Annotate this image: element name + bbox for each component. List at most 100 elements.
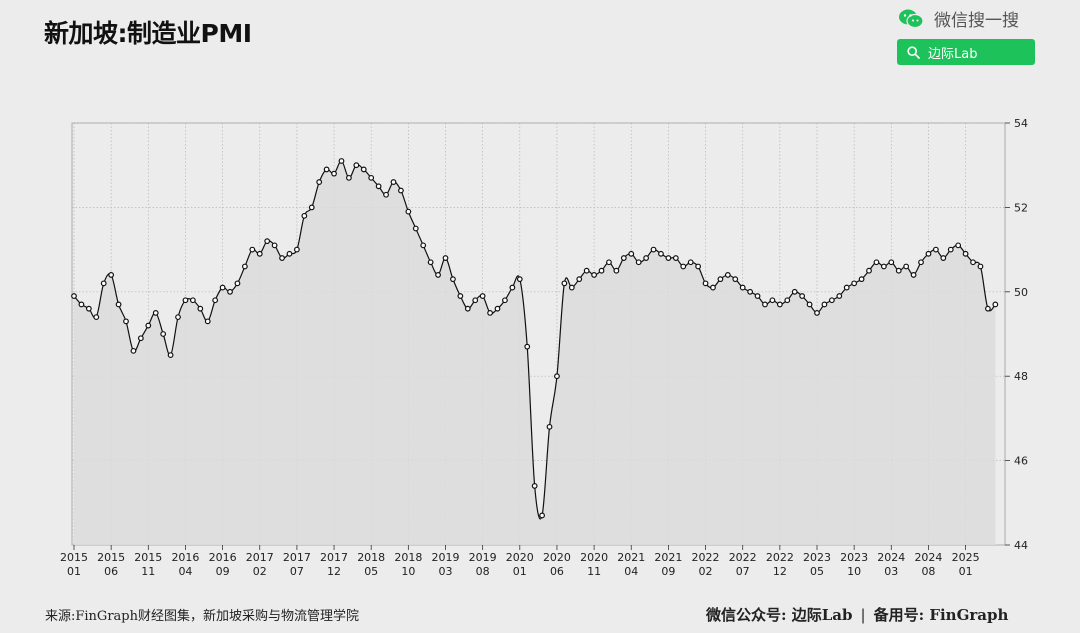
- x-tick-month: 09: [216, 565, 230, 578]
- data-point: [78, 301, 85, 308]
- data-point: [828, 297, 835, 304]
- x-tick-year: 2022: [729, 551, 757, 564]
- data-point: [346, 174, 352, 181]
- data-point: [137, 335, 144, 342]
- data-point: [271, 242, 278, 249]
- data-point: [323, 166, 330, 173]
- x-tick-month: 11: [141, 565, 155, 578]
- wechat-search-brand: 微信搜一搜: [898, 6, 1019, 31]
- data-point: [836, 293, 843, 299]
- x-tick-month: 07: [290, 565, 304, 578]
- x-tick-year: 2015: [97, 551, 125, 564]
- x-tick-month: 06: [550, 565, 564, 578]
- data-point: [754, 293, 761, 299]
- data-point: [108, 272, 115, 278]
- data-point: [962, 250, 969, 257]
- data-point: [487, 310, 493, 316]
- data-point: [918, 259, 924, 266]
- data-point: [806, 301, 813, 308]
- data-point: [955, 242, 962, 249]
- y-tick-label: 44: [1014, 539, 1028, 552]
- x-tick-year: 2023: [840, 551, 868, 564]
- data-point: [256, 250, 263, 257]
- source-note: 来源:FinGraph财经图集，新加坡采购与物流管理学院: [45, 609, 359, 624]
- data-point: [970, 259, 976, 266]
- data-point: [717, 276, 724, 283]
- series-area: [74, 160, 996, 545]
- data-point: [620, 255, 627, 261]
- data-point: [375, 183, 382, 190]
- x-tick-month: 03: [439, 565, 453, 578]
- x-tick-month: 05: [810, 565, 824, 578]
- x-tick-month: 04: [624, 565, 638, 578]
- x-tick-year: 2022: [692, 551, 720, 564]
- data-point: [368, 174, 375, 181]
- data-point: [531, 483, 538, 489]
- x-tick-year: 2019: [432, 551, 460, 564]
- y-tick-label: 46: [1014, 455, 1028, 468]
- data-point: [427, 259, 434, 266]
- data-point: [880, 263, 887, 270]
- x-tick-year: 2016: [209, 551, 237, 564]
- x-tick-month: 12: [327, 565, 341, 578]
- y-tick-label: 52: [1014, 201, 1028, 214]
- data-point: [554, 373, 560, 380]
- data-point: [769, 297, 776, 304]
- account-label: 微信公众号: 边际Lab: [706, 606, 853, 624]
- data-point: [241, 263, 248, 270]
- x-tick-month: 10: [401, 565, 415, 578]
- data-point: [613, 267, 620, 274]
- data-point: [665, 255, 672, 261]
- data-point: [338, 158, 345, 164]
- data-point: [123, 318, 129, 325]
- data-point: [910, 272, 917, 278]
- search-box[interactable]: 边际Lab: [897, 39, 1035, 65]
- data-point: [724, 272, 731, 278]
- data-point: [494, 305, 501, 312]
- data-point: [992, 301, 999, 308]
- data-point: [71, 293, 77, 299]
- x-tick-month: 06: [104, 565, 118, 578]
- data-point: [145, 322, 152, 329]
- data-point: [390, 179, 397, 185]
- data-point: [977, 263, 984, 270]
- data-point: [442, 255, 449, 261]
- data-point: [435, 272, 441, 278]
- data-point: [197, 305, 204, 312]
- data-point: [182, 297, 189, 304]
- data-point: [85, 305, 92, 312]
- data-point: [576, 276, 583, 283]
- data-point: [695, 263, 702, 270]
- x-tick-month: 08: [476, 565, 490, 578]
- x-tick-year: 2016: [171, 551, 199, 564]
- x-tick-month: 07: [736, 565, 750, 578]
- data-point: [940, 255, 947, 261]
- data-point: [100, 280, 107, 287]
- data-point: [814, 310, 820, 316]
- data-point: [152, 310, 159, 316]
- x-tick-month: 12: [773, 565, 787, 578]
- data-point: [383, 191, 389, 198]
- data-point: [502, 297, 508, 304]
- x-tick-year: 2024: [877, 551, 905, 564]
- search-icon: [907, 45, 920, 59]
- data-point: [739, 284, 746, 291]
- data-point: [776, 301, 783, 308]
- x-tick-year: 2022: [766, 551, 794, 564]
- x-tick-year: 2020: [543, 551, 571, 564]
- data-point: [821, 301, 828, 308]
- x-tick-month: 01: [67, 565, 81, 578]
- x-tick-month: 03: [884, 565, 898, 578]
- data-point: [516, 276, 523, 283]
- data-point: [546, 423, 553, 430]
- y-tick-label: 50: [1014, 286, 1028, 299]
- data-point: [784, 297, 791, 304]
- data-point: [189, 297, 196, 304]
- data-point: [947, 246, 954, 253]
- data-point: [115, 301, 122, 308]
- data-point: [509, 284, 516, 291]
- search-query: 边际Lab: [928, 46, 978, 62]
- x-tick-month: 09: [661, 565, 675, 578]
- data-point: [412, 225, 419, 232]
